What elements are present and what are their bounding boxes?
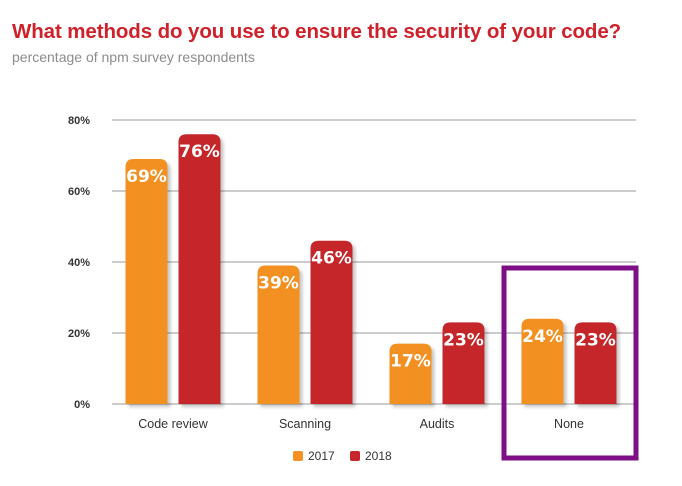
bar-audits-2018 <box>442 322 485 404</box>
legend-label-2018: 2018 <box>365 449 392 463</box>
bar-scanning-2017 <box>257 265 300 404</box>
data-label-audits-2017: 17% <box>390 352 431 372</box>
data-label-none-2017: 24% <box>522 327 563 347</box>
chart-subtitle: percentage of npm survey respondents <box>12 49 255 65</box>
y-axis: 0% 20% 40% 60% 80% <box>68 115 90 411</box>
highlight-box <box>501 265 639 461</box>
chart-title: What methods do you use to ensure the se… <box>12 20 622 43</box>
bar-audits-2017 <box>389 343 432 404</box>
bar-none-2018 <box>574 322 617 404</box>
data-label-scanning-2018: 46% <box>311 249 352 269</box>
highlight-group <box>501 265 639 461</box>
data-label-none-2018: 23% <box>575 330 616 350</box>
y-tick-label-60: 60% <box>68 186 90 198</box>
bars: 69% 76% 39% 46% 17% 23% 24% 23% <box>125 134 617 404</box>
bar-code-review-2018 <box>178 134 221 404</box>
bar-code-review-2017 <box>125 159 168 404</box>
bar-scanning-2018 <box>310 240 353 404</box>
x-axis: Code review Scanning Audits None <box>138 417 584 431</box>
legend: 2017 2018 <box>293 449 392 463</box>
legend-swatch-2018 <box>350 451 360 461</box>
x-tick-label-code-review: Code review <box>138 417 208 431</box>
y-tick-label-20: 20% <box>68 328 90 340</box>
y-tick-label-40: 40% <box>68 257 90 269</box>
x-tick-label-scanning: Scanning <box>279 417 331 431</box>
data-label-code-review-2017: 69% <box>126 167 167 187</box>
bar-none-2017 <box>521 318 564 404</box>
data-label-code-review-2018: 76% <box>179 142 220 162</box>
y-tick-label-0: 0% <box>74 399 90 411</box>
legend-label-2017: 2017 <box>308 449 335 463</box>
legend-swatch-2017 <box>293 451 303 461</box>
x-tick-label-none: None <box>554 417 584 431</box>
x-tick-label-audits: Audits <box>420 417 455 431</box>
data-label-audits-2018: 23% <box>443 330 484 350</box>
y-tick-label-80: 80% <box>68 115 90 127</box>
data-label-scanning-2017: 39% <box>258 274 299 294</box>
